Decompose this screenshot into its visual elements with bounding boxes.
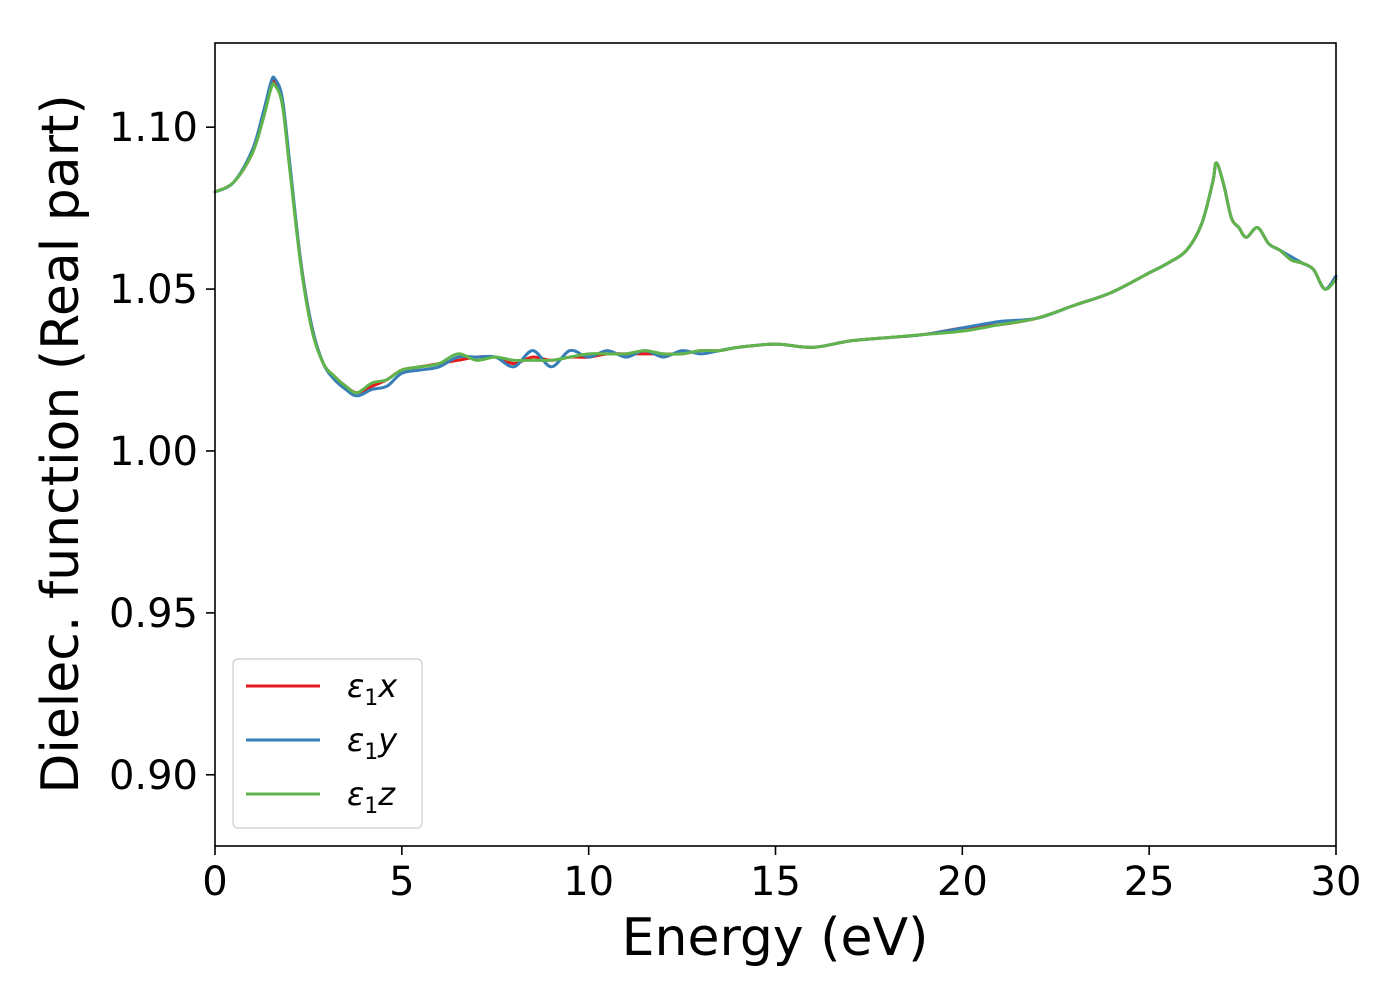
legend-label-z: ε1z bbox=[347, 775, 396, 819]
x-tick-label: 10 bbox=[563, 859, 614, 905]
legend-label-y: ε1y bbox=[347, 721, 398, 765]
y-tick-label: 0.95 bbox=[109, 591, 198, 637]
x-axis: 0 5 10 15 20 25 30 bbox=[202, 846, 1361, 905]
legend: ε1x ε1y ε1z bbox=[232, 658, 423, 829]
series-layer bbox=[213, 75, 1338, 398]
x-tick-label: 15 bbox=[750, 859, 801, 905]
y-tick-label: 1.05 bbox=[109, 267, 198, 313]
legend-box bbox=[232, 658, 423, 829]
y-tick-label: 1.00 bbox=[109, 429, 198, 475]
x-tick-label: 20 bbox=[937, 859, 988, 905]
x-tick-label: 30 bbox=[1311, 859, 1362, 905]
x-axis-title: Energy (eV) bbox=[622, 908, 929, 968]
x-tick-label: 5 bbox=[389, 859, 414, 905]
y-tick-label: 1.10 bbox=[109, 105, 198, 151]
x-tick-label: 25 bbox=[1124, 859, 1175, 905]
x-tick-label: 0 bbox=[202, 859, 227, 905]
y-tick-label: 0.90 bbox=[109, 753, 198, 799]
y-axis: 0.90 0.95 1.00 1.05 1.10 bbox=[109, 105, 215, 799]
y-axis-title: Dielec. function (Real part) bbox=[31, 94, 91, 793]
legend-label-x: ε1x bbox=[347, 667, 398, 711]
series-line-z bbox=[213, 82, 1338, 395]
